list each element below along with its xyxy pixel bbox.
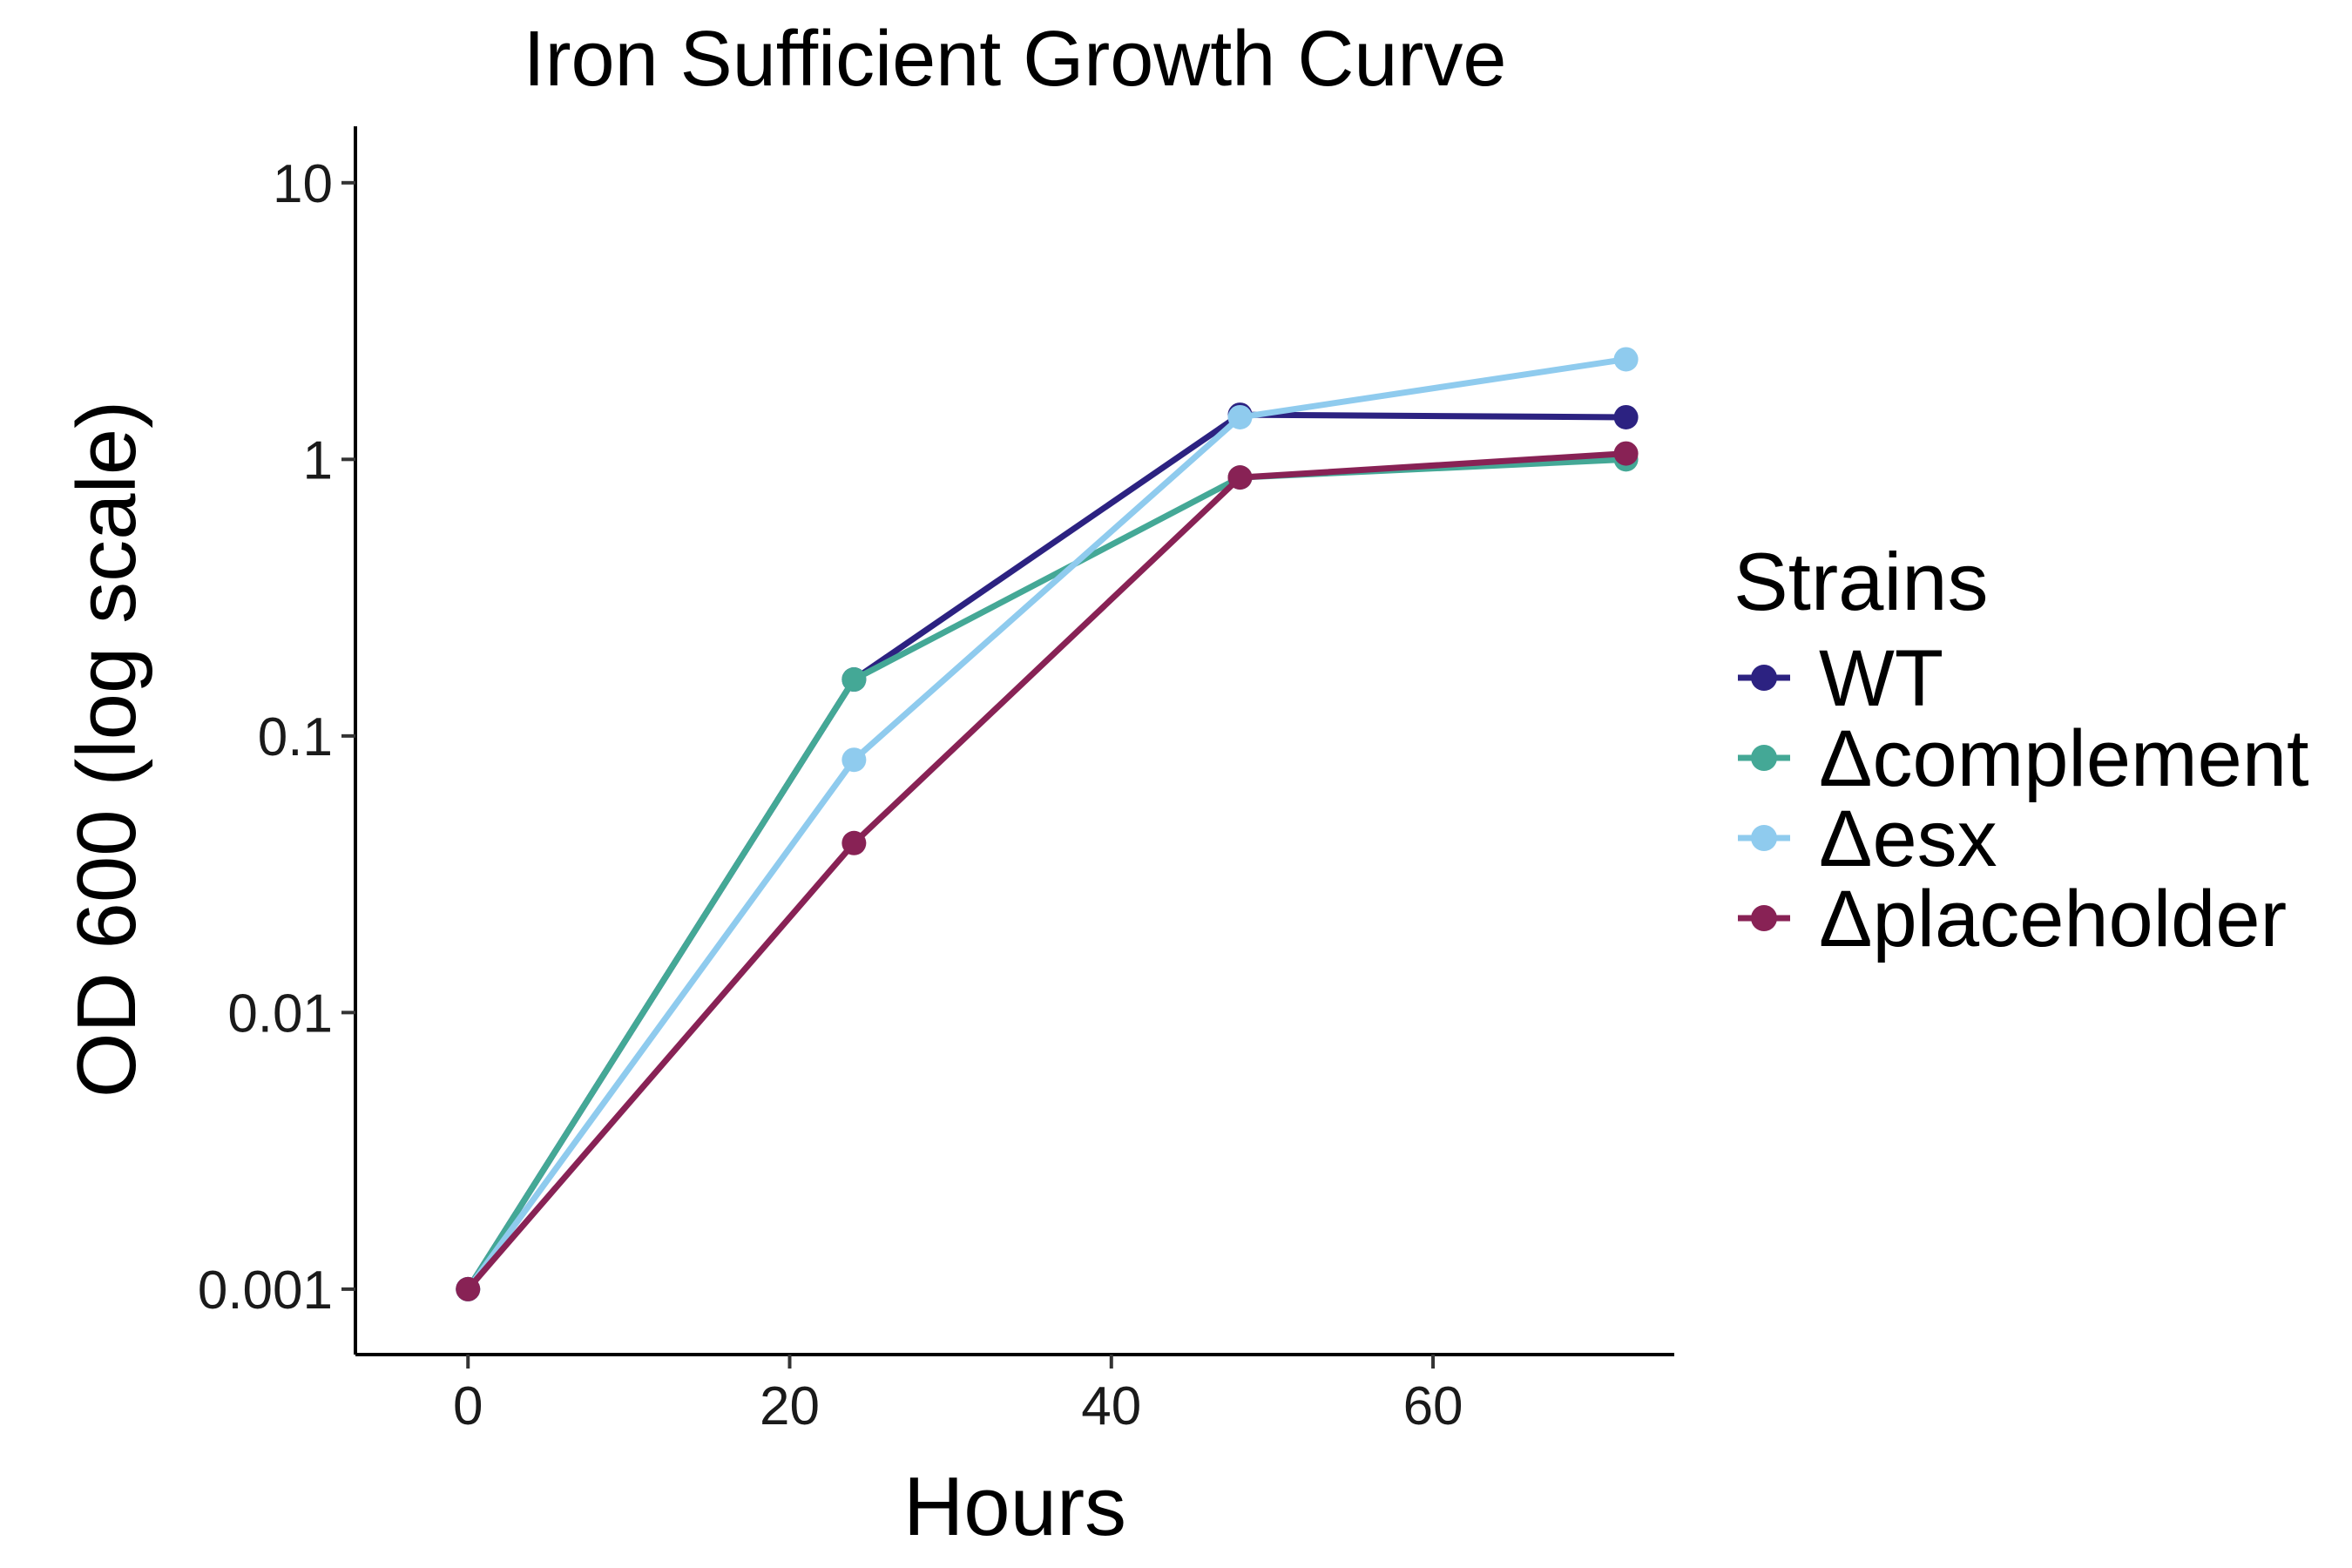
y-tick-label: 0.001 (198, 1260, 333, 1321)
data-point-esx (1227, 404, 1253, 429)
chart-title: Iron Sufficient Growth Curve (524, 16, 1507, 103)
y-tick-label: 1 (303, 430, 333, 490)
y-axis-ticks: 0.001 0.01 0.1 1 10 (198, 154, 355, 1321)
data-point-esx (1613, 347, 1639, 372)
series-esx (456, 347, 1639, 1301)
x-tick-label: 20 (760, 1376, 820, 1436)
data-point-placeholder (841, 830, 867, 855)
x-tick-label: 0 (453, 1376, 483, 1436)
legend-label: Δplaceholder (1819, 875, 2287, 963)
y-tick-label: 10 (273, 154, 333, 214)
y-tick-label: 0.1 (258, 707, 333, 767)
series-line-wt (465, 411, 1626, 1291)
legend-swatch-point (1751, 665, 1777, 691)
x-axis-title: Hours (903, 1460, 1126, 1553)
legend-title: Strains (1734, 536, 1989, 627)
legend-item-placeholder: Δplaceholder (1738, 875, 2287, 963)
data-point-esx (841, 747, 867, 773)
legend-label: WT (1819, 634, 1943, 723)
legend-label: Δcomplement (1819, 714, 2309, 803)
series-wt (456, 402, 1639, 1301)
legend-item-wt: WT (1738, 634, 1943, 723)
legend-item-complement: Δcomplement (1738, 714, 2309, 803)
plot-area: 0.001 0.01 0.1 1 10 0 20 40 60 (198, 126, 1674, 1436)
series-placeholder (456, 441, 1639, 1301)
series-line-complement (465, 456, 1626, 1291)
data-point-placeholder (1227, 465, 1253, 490)
x-tick-label: 60 (1403, 1376, 1463, 1436)
x-tick-label: 40 (1081, 1376, 1141, 1436)
legend-label: Δesx (1819, 794, 1997, 883)
x-axis-ticks: 0 20 40 60 (453, 1355, 1463, 1436)
data-point-placeholder (1613, 441, 1639, 466)
series-complement (456, 447, 1639, 1301)
series-line-esx (465, 356, 1627, 1291)
data-point-wt (1613, 404, 1639, 429)
y-tick-label: 0.01 (227, 983, 333, 1044)
series-layer (456, 347, 1639, 1301)
y-axis-title: OD 600 (log scale) (60, 401, 153, 1098)
data-point-placeholder (456, 1276, 481, 1301)
legend-swatch-point (1751, 825, 1777, 851)
data-point-complement (841, 667, 867, 693)
legend-swatch-point (1751, 745, 1777, 771)
legend-item-esx: Δesx (1738, 794, 1997, 883)
legend-swatch-point (1751, 905, 1777, 931)
series-line-placeholder (465, 450, 1626, 1292)
